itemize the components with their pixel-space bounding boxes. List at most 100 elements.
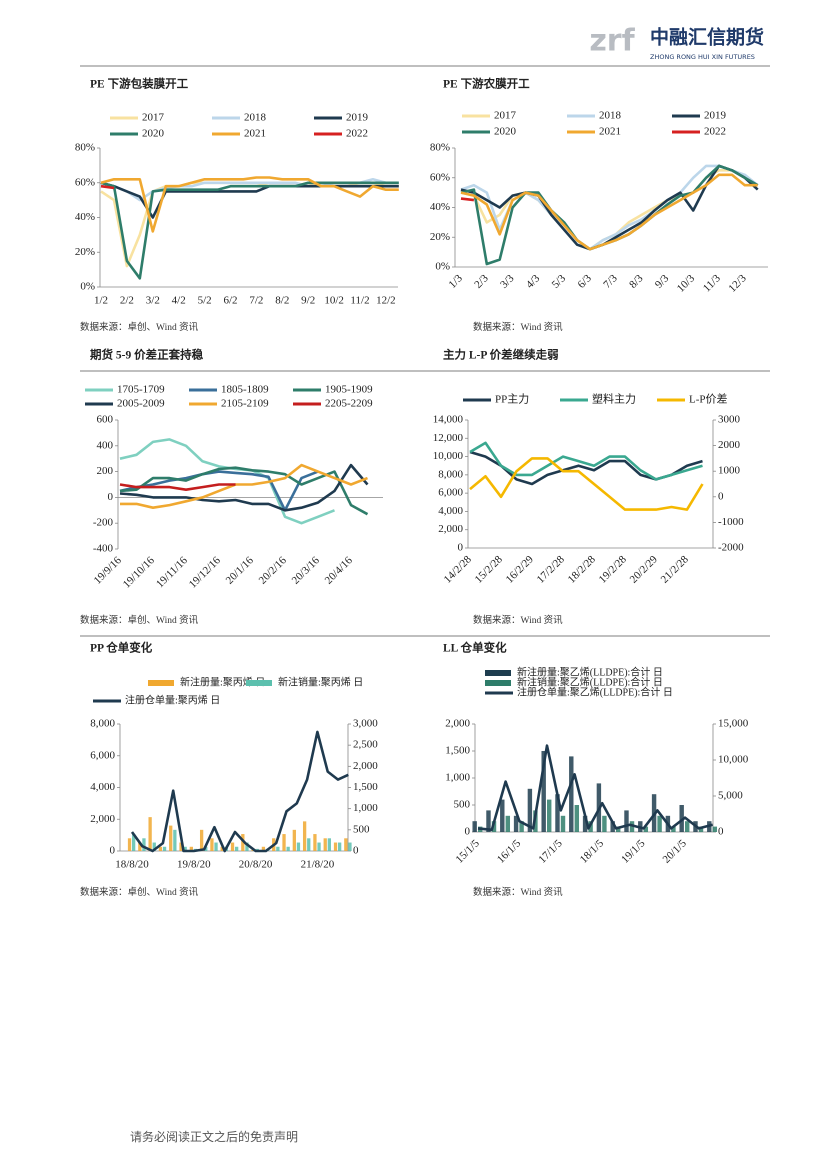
x-tick-label: 19/11/16 (154, 554, 190, 590)
bar (169, 825, 173, 851)
legend-label: 2205-2209 (325, 398, 373, 410)
x-tick-label: 4/3 (524, 272, 543, 291)
y-tick-label: 1,500 (445, 745, 470, 757)
y2-tick-label: -2000 (718, 542, 744, 554)
bar (513, 815, 519, 832)
bar (527, 788, 533, 832)
logo-name: 中融汇信期货 (650, 26, 764, 49)
legend-label: PP主力 (495, 393, 529, 406)
bar (685, 821, 690, 832)
bar (313, 834, 317, 851)
y-tick-label: 200 (97, 465, 114, 477)
bar (292, 829, 296, 851)
x-tick-label: 6/2 (223, 295, 237, 307)
legend-label: 2022 (704, 126, 726, 138)
y2-tick-label: 1000 (718, 465, 741, 477)
x-tick-label: 11/3 (701, 272, 723, 294)
x-tick-label: 9/2 (301, 295, 315, 307)
bar (210, 838, 214, 851)
series-line (119, 483, 236, 491)
y-tick-label: 80% (430, 142, 450, 154)
y2-tick-label: 2,000 (353, 760, 378, 772)
bar (282, 834, 286, 851)
bar (671, 826, 676, 832)
x-tick-label: 3/3 (498, 272, 517, 291)
bar (317, 842, 321, 851)
x-tick-label: 6/3 (575, 272, 594, 291)
x-tick-label: 12/3 (726, 272, 749, 295)
x-tick-label: 16/1/5 (495, 837, 524, 866)
x-tick-label: 7/2 (249, 295, 263, 307)
legend-label: 2017 (494, 110, 517, 122)
bar (582, 815, 588, 832)
legend-label: 注册仓单量:聚丙烯 日 (125, 693, 220, 706)
chart-title: PE 下游农膜开工 (443, 77, 530, 91)
y-tick-label: 12,000 (433, 432, 464, 444)
legend-label: 新注册量:聚丙烯 日 (180, 675, 265, 688)
series-line (120, 463, 368, 509)
x-tick-label: 8/2 (275, 295, 289, 307)
y-tick-label: 8,000 (90, 718, 115, 730)
x-tick-label: 7/3 (601, 272, 620, 291)
bar (158, 846, 163, 851)
bar (189, 846, 193, 851)
bar (486, 810, 491, 832)
legend-label: 新注册量:聚乙烯(LLDPE):合计 日 (517, 665, 663, 678)
y-tick-label: 1,000 (445, 772, 470, 784)
x-tick-label: 18/2/28 (566, 553, 599, 586)
bar (127, 838, 132, 851)
y2-tick-label: 1,000 (353, 802, 378, 814)
bar (679, 805, 684, 832)
legend-swatch (246, 680, 272, 686)
x-tick-label: 20/8/20 (239, 859, 273, 871)
y-tick-label: 6,000 (90, 749, 115, 761)
legend-label: 2017 (142, 112, 165, 124)
x-tick-label: 2/2 (120, 295, 134, 307)
bar (555, 794, 560, 832)
y2-tick-label: 0 (718, 826, 724, 838)
y-tick-label: 80% (75, 142, 95, 154)
legend-swatch (148, 680, 174, 686)
x-tick-label: 14/2/28 (442, 553, 475, 586)
x-tick-label: 11/2 (350, 295, 369, 307)
y-tick-label: 0 (465, 826, 471, 838)
x-tick-label: 19/8/20 (177, 859, 211, 871)
x-tick-label: 1/2 (94, 295, 108, 307)
bar (560, 815, 566, 832)
bar (500, 799, 505, 832)
y2-tick-label: -1000 (718, 516, 744, 528)
x-tick-label: 19/10/16 (121, 554, 157, 590)
legend-label: 2022 (346, 128, 368, 140)
y2-tick-label: 5,000 (718, 790, 743, 802)
legend-label: 2018 (599, 110, 622, 122)
legend-label: 注册仓单量:聚乙烯(LLDPE):合计 日 (517, 685, 673, 698)
series-line (477, 744, 713, 832)
series-line (469, 441, 703, 481)
x-tick-label: 10/3 (675, 272, 698, 295)
y-tick-label: 6,000 (438, 487, 463, 499)
source-note: 数据来源：Wind 资讯 (473, 614, 563, 626)
x-tick-label: 16/2/29 (504, 553, 537, 586)
source-note: 数据来源：Wind 资讯 (473, 886, 563, 898)
series-line (130, 730, 349, 853)
bar (230, 842, 235, 851)
legend-label: 塑料主力 (592, 392, 636, 406)
legend-label: 2021 (599, 126, 621, 138)
y2-tick-label: 0 (353, 845, 359, 857)
bar (199, 829, 204, 851)
bar (241, 834, 245, 851)
legend-label: 1905-1909 (325, 384, 373, 396)
bar (261, 846, 266, 851)
y2-tick-label: 2,500 (353, 739, 378, 751)
bar (286, 846, 290, 851)
bar (323, 838, 327, 851)
y2-tick-label: 3,000 (353, 718, 378, 730)
bar (235, 846, 239, 851)
series-line (119, 438, 335, 525)
legend-label: 2020 (494, 126, 517, 138)
bar (698, 826, 704, 832)
legend-label: 新注销量:聚丙烯 日 (278, 675, 363, 688)
x-tick-label: 4/2 (172, 295, 186, 307)
x-tick-label: 10/2 (324, 295, 344, 307)
